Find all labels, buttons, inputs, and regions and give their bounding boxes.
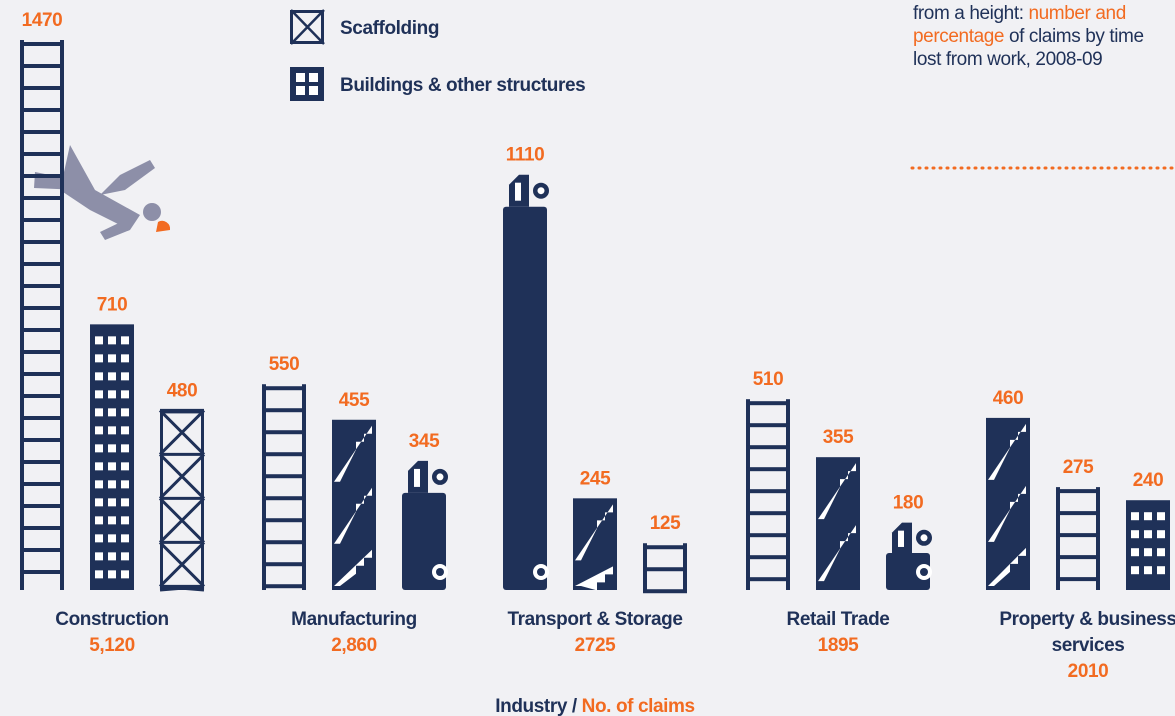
bar bbox=[986, 418, 1030, 590]
value-label: 550 bbox=[269, 354, 300, 375]
ladder-bar bbox=[643, 543, 687, 593]
stairs-bar bbox=[986, 418, 1030, 590]
title-segment: of claims by time bbox=[1004, 26, 1144, 47]
legend-icon bbox=[290, 67, 324, 101]
category-label: Property & business bbox=[999, 609, 1175, 630]
scaffolding-bar bbox=[160, 410, 204, 590]
total-label: 5,120 bbox=[89, 635, 135, 656]
value-label: 710 bbox=[97, 294, 128, 315]
chart-title: percentage of claims by time bbox=[913, 26, 1144, 47]
value-label: 240 bbox=[1133, 470, 1164, 491]
legend-window bbox=[296, 86, 305, 95]
legend-box bbox=[290, 67, 324, 101]
bar bbox=[886, 523, 930, 590]
total-label: 2725 bbox=[575, 635, 617, 656]
stairs-bar bbox=[816, 457, 860, 590]
bar bbox=[643, 543, 687, 590]
ladder-bar bbox=[746, 399, 790, 590]
legend-window bbox=[296, 73, 305, 82]
value-label: 355 bbox=[823, 427, 854, 448]
value-label: 125 bbox=[650, 513, 681, 534]
value-label: 1110 bbox=[506, 145, 545, 166]
bar bbox=[402, 461, 446, 590]
bar bbox=[262, 384, 306, 590]
value-label: 275 bbox=[1063, 457, 1094, 478]
category-label: Construction bbox=[55, 609, 168, 630]
vehicle-bar bbox=[886, 523, 932, 590]
legend-label: Scaffolding bbox=[340, 18, 439, 39]
legend-window bbox=[309, 73, 318, 82]
category-label: Transport & Storage bbox=[507, 609, 682, 630]
vehicle-bar bbox=[503, 175, 549, 590]
value-label: 480 bbox=[167, 380, 198, 401]
value-label: 460 bbox=[993, 388, 1024, 409]
building-bar bbox=[1126, 500, 1170, 590]
chart-title: lost from work, 2008-09 bbox=[913, 49, 1102, 70]
total-label: 2,860 bbox=[331, 635, 377, 656]
category-label: Manufacturing bbox=[291, 609, 417, 630]
stairs-bar bbox=[573, 498, 617, 590]
vehicle-bar bbox=[402, 461, 448, 590]
bar bbox=[573, 498, 617, 590]
title-segment: lost from work, 2008-09 bbox=[913, 49, 1102, 70]
category-label: services bbox=[1052, 635, 1125, 656]
bar bbox=[90, 324, 134, 590]
x-axis-label-segment: No. of claims bbox=[582, 696, 695, 716]
total-label: 2010 bbox=[1068, 661, 1109, 682]
legend-label: Buildings & other structures bbox=[340, 75, 585, 96]
bar bbox=[332, 420, 376, 590]
bar bbox=[816, 457, 860, 590]
page: from a height: number andpercentage of c… bbox=[0, 0, 1175, 716]
bar bbox=[1056, 487, 1100, 590]
ladder-bar bbox=[1056, 487, 1100, 590]
value-label: 1470 bbox=[22, 10, 63, 31]
bar bbox=[1126, 500, 1170, 590]
bar bbox=[503, 175, 547, 590]
category-label: Retail Trade bbox=[787, 609, 890, 630]
title-segment: from a height: bbox=[913, 3, 1028, 24]
value-label: 345 bbox=[409, 431, 440, 452]
bar bbox=[160, 410, 204, 590]
ladder-bar bbox=[20, 40, 64, 590]
x-axis-label: Industry / No. of claims bbox=[495, 696, 694, 716]
value-label: 510 bbox=[753, 369, 784, 390]
title-segment: number and bbox=[1028, 3, 1125, 24]
bar bbox=[746, 399, 790, 590]
title-segment: percentage bbox=[913, 26, 1004, 47]
value-label: 245 bbox=[580, 468, 611, 489]
x-axis-label-segment: Industry / bbox=[495, 696, 581, 716]
legend-window bbox=[309, 86, 318, 95]
value-label: 455 bbox=[339, 390, 370, 411]
ladder-bar bbox=[262, 384, 306, 590]
value-label: 180 bbox=[893, 493, 924, 514]
total-label: 1895 bbox=[818, 635, 860, 656]
chart-title: from a height: number and bbox=[913, 3, 1126, 24]
chart: from a height: number andpercentage of c… bbox=[0, 0, 1175, 716]
building-bar bbox=[90, 324, 134, 590]
bar bbox=[20, 40, 64, 590]
stairs-bar bbox=[332, 420, 376, 590]
